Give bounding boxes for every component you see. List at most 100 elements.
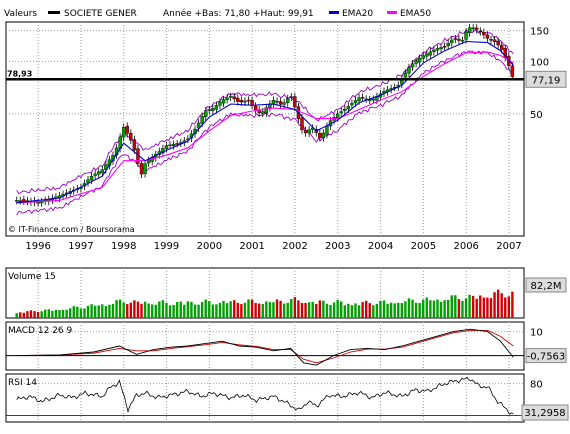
volume-bar xyxy=(279,300,282,318)
candle-body xyxy=(499,44,504,50)
price-x-tick-label: 2002 xyxy=(282,241,307,252)
volume-bar xyxy=(286,302,289,318)
volume-bar xyxy=(247,299,250,318)
volume-bar xyxy=(375,303,379,318)
candle-body xyxy=(371,98,376,101)
volume-bar xyxy=(307,302,311,318)
volume-bar xyxy=(336,300,339,318)
candle-body xyxy=(403,72,408,78)
volume-bar xyxy=(254,302,257,318)
volume-bar xyxy=(257,303,261,318)
volume-bar xyxy=(379,300,382,318)
candle-body xyxy=(236,97,240,102)
candle-body xyxy=(350,103,354,106)
volume-bar xyxy=(172,304,175,318)
volume-bar xyxy=(83,308,86,318)
candle-body xyxy=(503,48,507,58)
volume-bar xyxy=(93,305,97,318)
volume-bar xyxy=(165,302,168,318)
volume-bar xyxy=(368,303,371,318)
volume-bar xyxy=(215,304,218,318)
volume-bar xyxy=(218,302,222,318)
volume-bar xyxy=(496,289,500,318)
candle-body xyxy=(36,202,40,204)
candle-body xyxy=(353,100,358,104)
candle-body xyxy=(22,199,26,202)
volume-bar xyxy=(500,293,503,318)
candle-body xyxy=(250,100,254,106)
volume-bar xyxy=(471,295,475,318)
candle-body xyxy=(204,110,208,118)
volume-bar xyxy=(311,301,314,318)
volume-bar xyxy=(457,299,461,318)
candle-body xyxy=(196,122,201,129)
volume-bar xyxy=(193,304,197,318)
volume-bar xyxy=(268,302,272,318)
price-y-tick-label: 100 xyxy=(530,57,549,68)
price-x-tick-label: 2005 xyxy=(411,241,436,252)
volume-bar xyxy=(15,313,18,318)
volume-bar xyxy=(33,311,36,318)
valeurs-label: Valeurs xyxy=(4,9,37,19)
volume-bar xyxy=(486,297,489,318)
candle-body xyxy=(442,46,447,48)
volume-bar xyxy=(389,302,393,318)
volume-bar xyxy=(250,299,254,318)
volume-bar xyxy=(197,304,200,318)
candle-body xyxy=(278,101,283,105)
volume-bar xyxy=(108,304,111,318)
macd-plot-frame xyxy=(5,321,525,371)
volume-bar xyxy=(183,304,186,318)
candle-body xyxy=(164,145,169,149)
price-last-value-badge xyxy=(525,70,567,88)
volume-bar xyxy=(404,301,407,318)
price-x-tick-label: 2007 xyxy=(496,241,521,252)
volume-bar xyxy=(79,308,83,318)
volume-bar xyxy=(140,303,143,318)
candle-body xyxy=(300,117,304,131)
candle-body xyxy=(318,132,322,138)
volume-bar xyxy=(19,312,22,318)
volume-bar xyxy=(425,297,429,318)
candle-body xyxy=(467,27,472,34)
rsi-panel-title: RSI 14 xyxy=(8,378,37,388)
price-x-tick-label: 1999 xyxy=(154,241,179,252)
candle-body xyxy=(243,100,247,103)
volume-bar xyxy=(86,305,90,318)
candle-body xyxy=(414,60,418,64)
volume-bar xyxy=(200,302,204,318)
candle-body xyxy=(457,38,461,41)
candle-body xyxy=(321,132,326,139)
volume-bar xyxy=(436,299,439,318)
candle-body xyxy=(339,111,343,114)
candle-body xyxy=(475,27,479,30)
candle-body xyxy=(453,38,458,40)
price-x-tick-label: 2006 xyxy=(453,241,478,252)
candle-body xyxy=(97,171,101,175)
ema50-legend-label: EMA50 xyxy=(400,9,431,19)
volume-bar xyxy=(511,291,514,318)
candle-body xyxy=(446,42,450,47)
candle-body xyxy=(421,55,425,59)
candle-body xyxy=(214,105,219,110)
volume-bar xyxy=(136,301,140,318)
volume-bar xyxy=(297,300,300,318)
volume-bar xyxy=(265,301,268,318)
volume-bar xyxy=(354,303,357,318)
macd-signal-line xyxy=(16,329,514,364)
price-panel: 50 100 150 1996 1997 1998 1999 2000 2001 2002 2003… xyxy=(5,21,567,252)
price-x-tick-label: 1997 xyxy=(68,241,93,252)
volume-bar xyxy=(161,300,165,318)
macd-panel: 10 MACD 12 26 9 -0,7563 xyxy=(5,321,567,371)
candle-body xyxy=(346,106,351,110)
candle-body xyxy=(432,49,436,52)
price-x-tick-label: 1996 xyxy=(25,241,50,252)
candle-body xyxy=(407,67,411,74)
candle-body xyxy=(303,130,308,134)
volume-bar xyxy=(454,295,457,318)
volume-panel: Volume 15 82,2M xyxy=(5,267,567,319)
volume-bar xyxy=(340,301,343,318)
macd-last-value-badge xyxy=(525,348,567,364)
volume-bar xyxy=(243,302,247,318)
candle-body xyxy=(228,96,233,98)
